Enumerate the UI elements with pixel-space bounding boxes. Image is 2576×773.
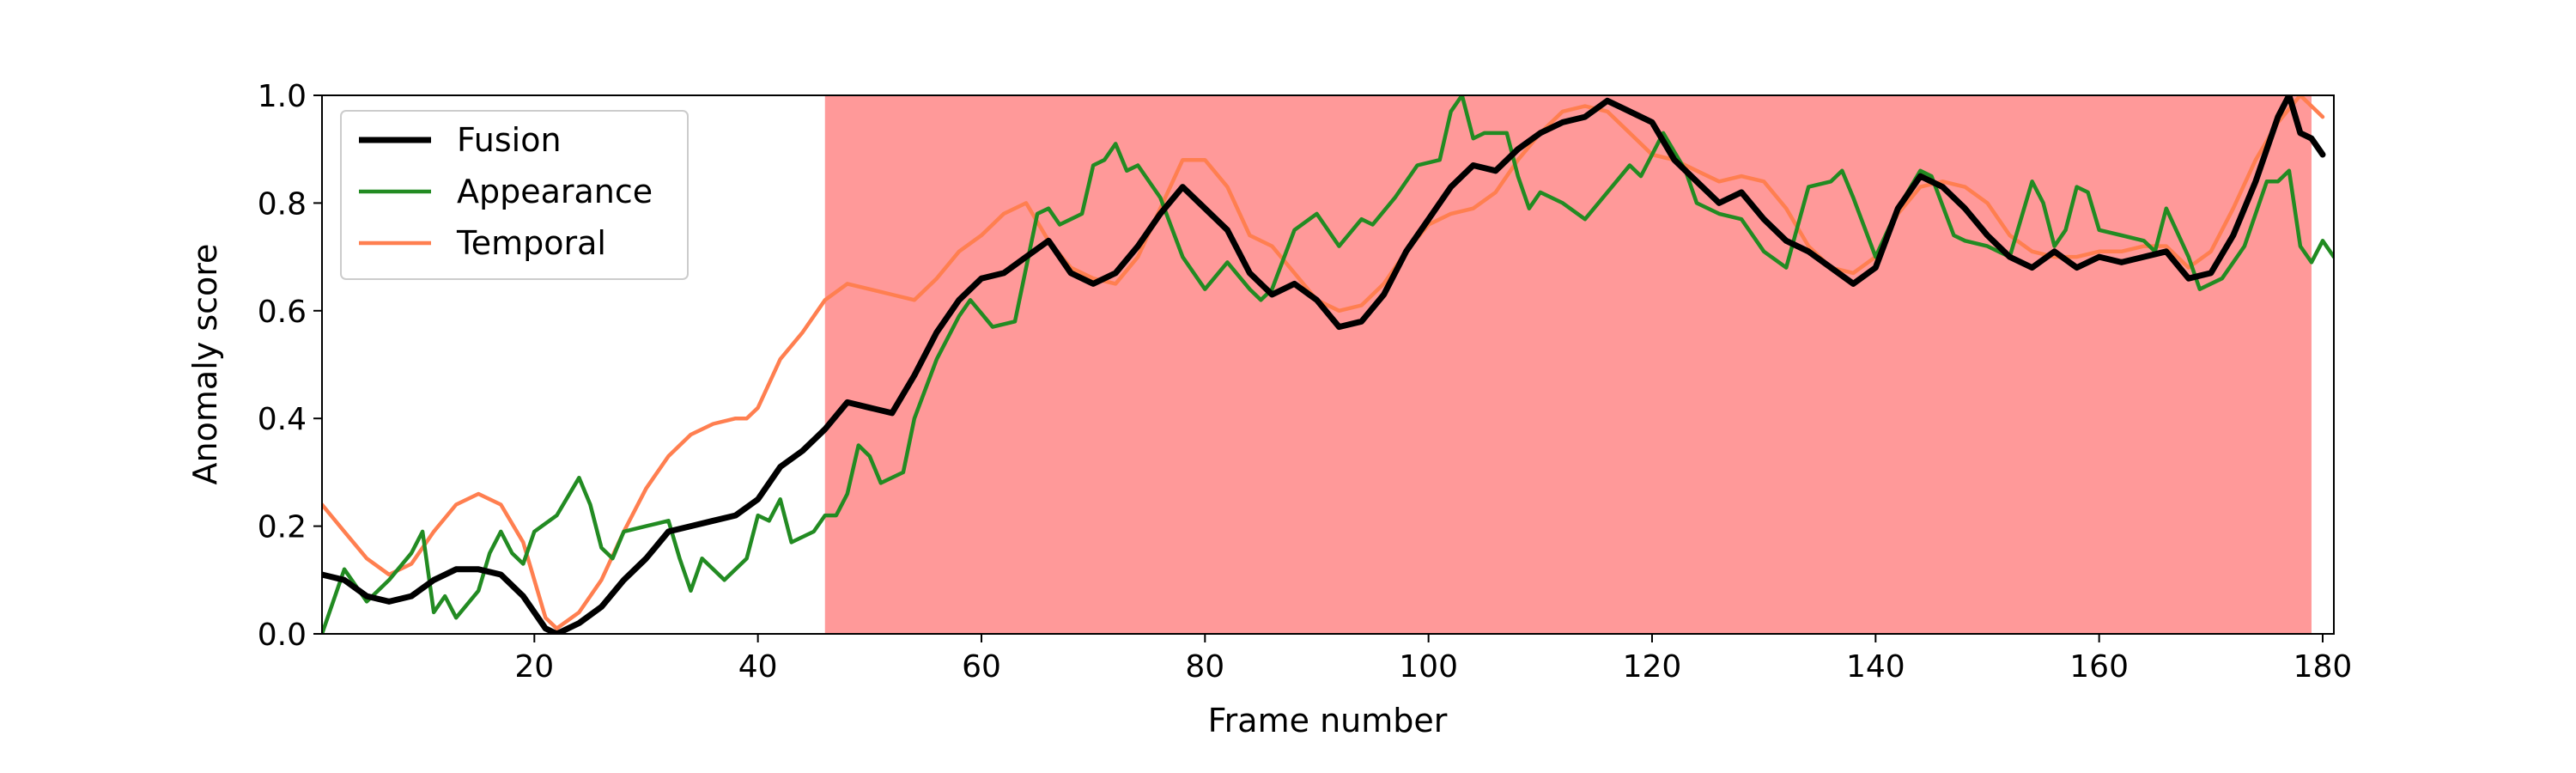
series-line-fusion xyxy=(322,95,2326,634)
legend-label-appearance: Appearance xyxy=(457,173,653,210)
y-tick-label: 0.6 xyxy=(258,295,307,330)
plot-frame xyxy=(321,94,2335,635)
x-tick-label: 160 xyxy=(2069,649,2129,685)
legend-label-fusion: Fusion xyxy=(457,121,562,159)
x-tick-label: 60 xyxy=(962,649,1001,685)
x-axis-title: Frame number xyxy=(1208,702,1448,740)
x-tick-label: 80 xyxy=(1185,649,1224,685)
anomaly-region xyxy=(824,95,2312,634)
y-tick-label: 0.0 xyxy=(258,618,307,653)
x-axis: 20 40 60 80 100 120 140 160 180 xyxy=(514,634,2352,685)
y-axis-title: Anomaly score xyxy=(186,244,224,485)
y-tick-label: 0.4 xyxy=(258,402,307,437)
legend-label-temporal: Temporal xyxy=(456,224,606,262)
x-tick-label: 40 xyxy=(738,649,778,685)
y-tick-label: 0.2 xyxy=(258,510,307,545)
x-tick-label: 120 xyxy=(1623,649,1682,685)
legend: Fusion Appearance Temporal xyxy=(340,110,689,280)
x-tick-label: 20 xyxy=(514,649,554,685)
y-tick-label: 1.0 xyxy=(258,79,307,114)
y-tick-label: 0.8 xyxy=(258,186,307,222)
series-line-appearance xyxy=(322,95,2334,634)
y-axis: 0.0 0.2 0.4 0.6 0.8 1.0 xyxy=(258,79,322,653)
legend-box xyxy=(340,110,689,280)
series-line-temporal xyxy=(322,95,2325,630)
x-tick-label: 140 xyxy=(1846,649,1905,685)
x-tick-label: 180 xyxy=(2293,649,2353,685)
x-tick-label: 100 xyxy=(1399,649,1458,685)
